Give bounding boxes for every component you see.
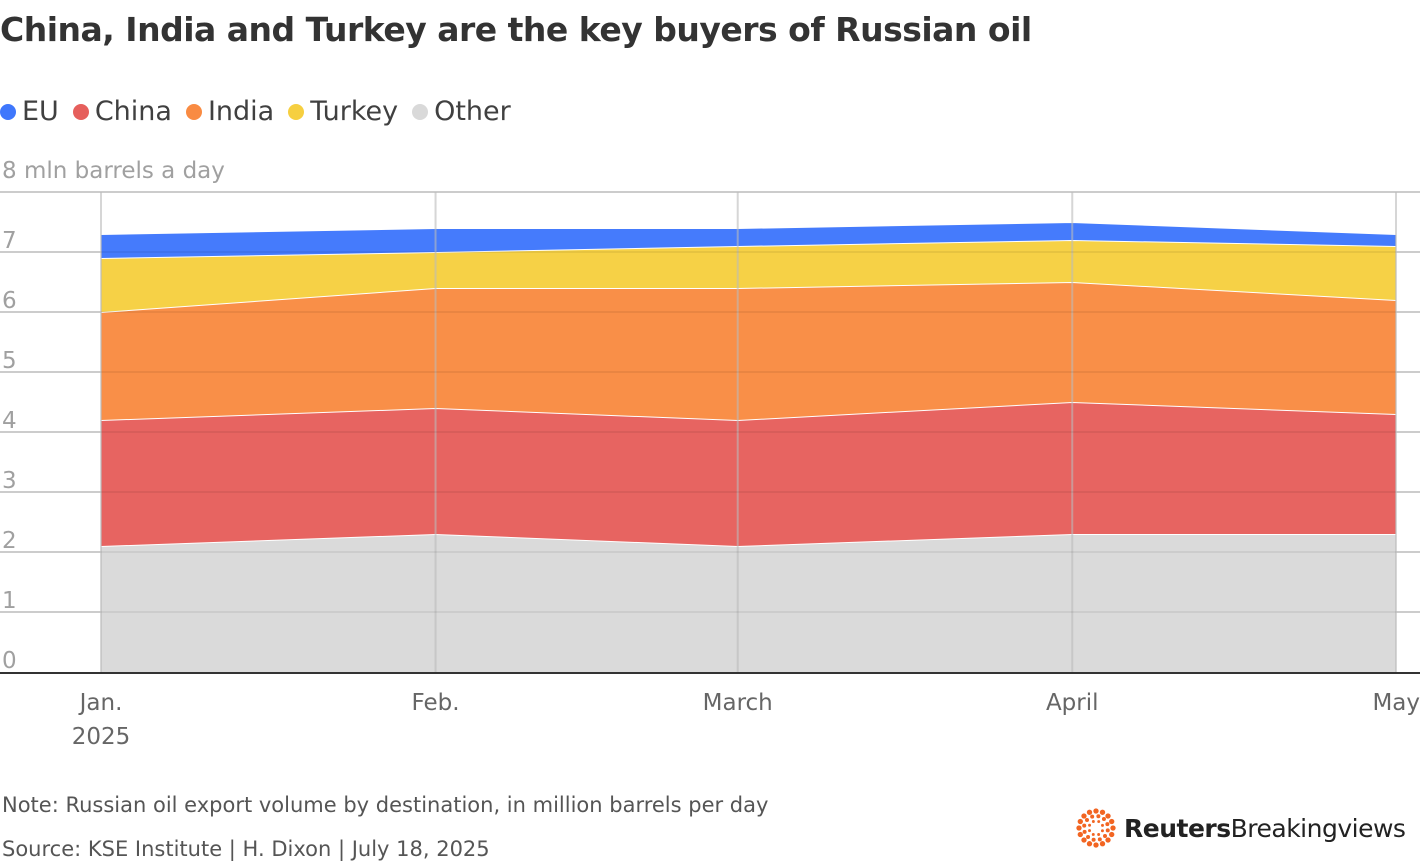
stacked-area-chart: 0 1 2 3 4 5 6 7 Jan. 2025 Feb. March April May	[0, 191, 1420, 750]
logo-dot	[1099, 841, 1106, 847]
logo-dot	[1088, 823, 1092, 827]
logo-dot	[1101, 823, 1104, 827]
areas	[100, 220, 1397, 672]
y-tick-label: 4	[2, 408, 17, 434]
logo-dot	[1088, 829, 1091, 833]
legend-item-turkey: Turkey	[288, 96, 398, 127]
logo-dot	[1105, 828, 1110, 833]
logo-dot	[1105, 813, 1111, 819]
x-tick-label: Jan.	[78, 690, 123, 716]
logo-dot	[1109, 818, 1115, 825]
area-other	[101, 534, 1396, 672]
legend-label: Other	[434, 96, 511, 127]
logo-dot	[1091, 820, 1095, 823]
logo-dot	[1091, 837, 1096, 842]
logo-dot	[1105, 837, 1111, 843]
logo-dot	[1081, 837, 1087, 843]
area-india	[101, 282, 1396, 420]
logo-dot	[1109, 831, 1115, 838]
logo-dot	[1086, 834, 1091, 839]
logo-dot	[1101, 817, 1106, 822]
logo-dot	[1093, 808, 1099, 814]
legend-swatch	[412, 103, 429, 120]
logo-dot	[1105, 822, 1110, 827]
logo-dot	[1077, 831, 1083, 838]
x-tick-label: April	[1046, 690, 1099, 716]
legend-item-india: India	[185, 96, 275, 127]
y-tick-label: 1	[2, 588, 17, 614]
legend-label: India	[207, 96, 275, 127]
legend-swatch	[288, 103, 305, 120]
y-tick-label: 0	[2, 648, 17, 674]
footnote: Note: Russian oil export volume by desti…	[2, 793, 769, 817]
x-tick-label: March	[703, 690, 773, 716]
logo-dot	[1077, 818, 1083, 825]
legend-label: China	[94, 96, 172, 127]
logo-dot	[1093, 842, 1099, 848]
y-tick-label: 2	[2, 528, 17, 554]
y-tick-label: 6	[2, 288, 17, 314]
logo-dot	[1110, 825, 1116, 831]
logo-dot	[1100, 829, 1104, 833]
logo-text-light: Breakingviews	[1230, 813, 1406, 843]
logo-dot	[1091, 832, 1095, 836]
area-china	[101, 402, 1396, 546]
legend-item-eu: EU	[0, 96, 59, 127]
y-tick-label: 5	[2, 348, 17, 374]
x-tick-label: May	[1372, 690, 1420, 716]
logo-dot	[1086, 809, 1093, 815]
x-tick-label: Feb.	[412, 690, 460, 716]
legend-swatch	[0, 103, 16, 120]
legend: EU China India Turkey Other	[0, 96, 511, 127]
logo-dot	[1097, 820, 1101, 824]
logo-dot	[1082, 829, 1087, 834]
reuters-logo-icon	[1076, 808, 1116, 848]
legend-item-other: Other	[412, 96, 511, 127]
logo-dot	[1086, 841, 1093, 847]
logo-dot	[1099, 809, 1106, 815]
legend-swatch	[72, 103, 89, 120]
logo-text-bold: Reuters	[1124, 813, 1231, 843]
logo-dot	[1090, 814, 1095, 819]
reuters-breakingviews-logo: ReutersBreakingviews	[1076, 808, 1406, 848]
logo-dot	[1097, 833, 1101, 836]
y-axis-unit-label: 8 mln barrels a day	[2, 158, 225, 184]
y-tick-label: 7	[2, 228, 17, 254]
logo-dot	[1096, 814, 1101, 819]
logo-dot	[1102, 833, 1107, 838]
y-tick-label: 3	[2, 468, 17, 494]
source-line: Source: KSE Institute | H. Dixon | July …	[2, 837, 490, 861]
legend-label: Turkey	[310, 96, 399, 127]
logo-dot	[1076, 825, 1082, 831]
legend-label: EU	[22, 96, 59, 127]
logo-dot	[1082, 823, 1087, 828]
x-tick-label: 2025	[72, 724, 131, 750]
logo-dot	[1097, 837, 1102, 842]
logo-dot	[1081, 813, 1087, 819]
legend-swatch	[185, 103, 202, 120]
legend-item-china: China	[72, 96, 172, 127]
chart-title: China, India and Turkey are the key buye…	[0, 10, 1032, 49]
logo-dot	[1085, 818, 1090, 823]
